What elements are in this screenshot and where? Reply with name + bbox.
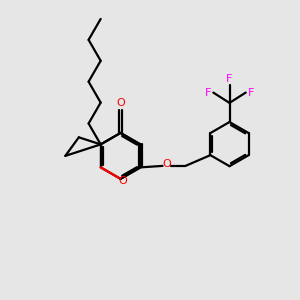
Text: O: O: [163, 159, 171, 170]
Text: O: O: [116, 98, 125, 109]
Text: F: F: [248, 88, 254, 98]
Text: F: F: [226, 74, 233, 84]
Text: F: F: [205, 88, 211, 98]
Text: O: O: [118, 176, 127, 186]
